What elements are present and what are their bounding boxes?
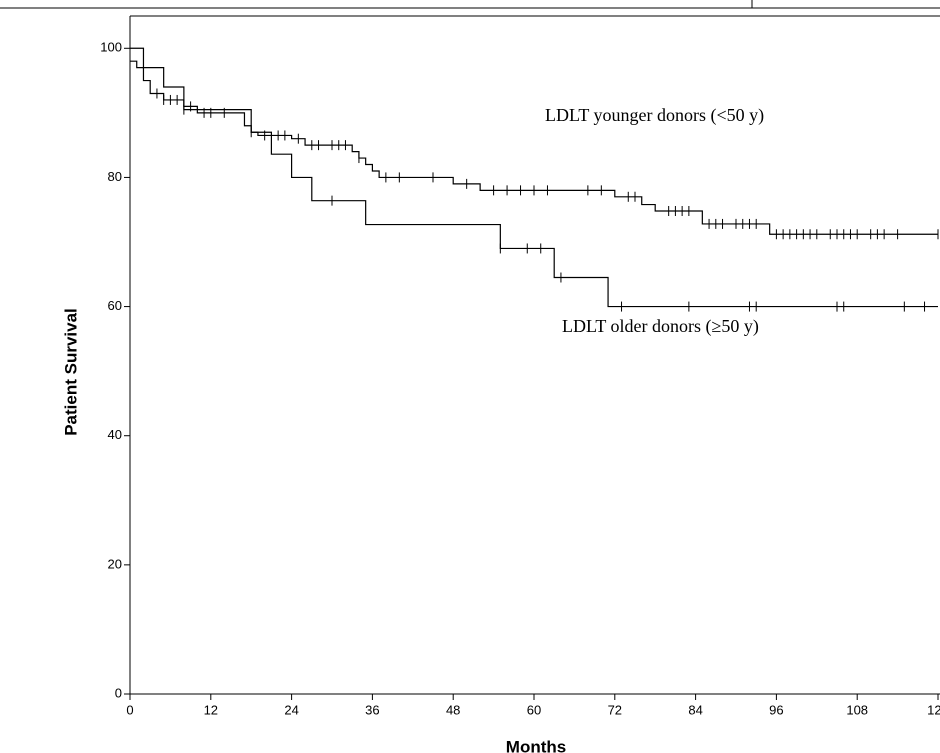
- x-tick-label: 108: [846, 702, 868, 717]
- x-tick-label: 60: [527, 702, 541, 717]
- y-axis-label: Patient Survival: [61, 308, 80, 436]
- annotation: LDLT older donors (≥50 y): [562, 316, 759, 337]
- y-tick-label: 100: [100, 40, 122, 55]
- x-tick-label: 84: [688, 702, 702, 717]
- x-tick-label: 36: [365, 702, 379, 717]
- y-tick-label: 80: [108, 169, 122, 184]
- x-tick-label: 72: [608, 702, 622, 717]
- y-tick-label: 60: [108, 298, 122, 313]
- x-tick-label: 120: [927, 702, 940, 717]
- survival-curve: [130, 47, 938, 308]
- y-tick-label: 40: [108, 427, 122, 442]
- x-tick-label: 0: [126, 702, 133, 717]
- x-tick-label: 48: [446, 702, 460, 717]
- survival-curve: [130, 60, 938, 235]
- x-axis-label: Months: [506, 737, 566, 753]
- x-tick-label: 12: [204, 702, 218, 717]
- x-tick-label: 96: [769, 702, 783, 717]
- y-tick-label: 0: [115, 685, 122, 700]
- x-tick-label: 24: [284, 702, 298, 717]
- y-tick-label: 20: [108, 556, 122, 571]
- annotation: LDLT younger donors (<50 y): [545, 105, 764, 126]
